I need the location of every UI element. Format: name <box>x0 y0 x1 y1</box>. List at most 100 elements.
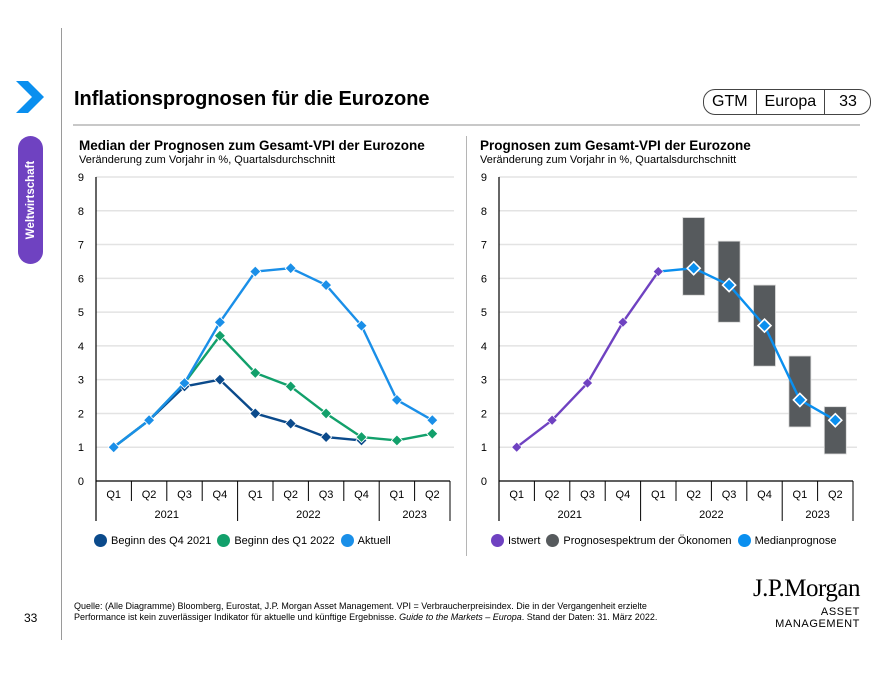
chart1-ytick-label: 3 <box>78 375 84 387</box>
legend-label: Prognosespektrum der Ökonomen <box>563 534 732 547</box>
badge-region: Europa <box>755 90 825 114</box>
legend-item-q1-2022: Beginn des Q1 2022 <box>217 534 335 547</box>
source-italic: Guide to the Markets – Europa <box>399 612 522 622</box>
chart1-data-point <box>249 366 262 379</box>
page-number: 33 <box>24 611 38 625</box>
chart1-xtick-label: Q3 <box>177 489 192 501</box>
chart2-istwert-line <box>515 270 660 449</box>
chart1-data-point <box>213 329 226 342</box>
chart1-xtick-label: Q3 <box>319 489 334 501</box>
jpmorgan-logo: J.P.Morgan ASSET MANAGEMENT <box>738 575 861 631</box>
chart1-data-point <box>390 393 403 406</box>
chart2-ytick-label: 6 <box>481 273 487 285</box>
chart2-year-label: 2022 <box>699 509 723 521</box>
sidebar-divider <box>61 28 62 640</box>
chart2-xtick-label: Q1 <box>509 489 524 501</box>
chart1-xtick-label: Q2 <box>425 489 440 501</box>
chart1-xtick-label: Q4 <box>213 489 228 501</box>
chart2-title: Prognosen zum Gesamt-VPI der Eurozone <box>480 138 751 153</box>
chart1-data-point <box>320 407 333 420</box>
chart1-data-point <box>320 431 333 444</box>
logo-wordmark: J.P.Morgan <box>752 575 861 602</box>
chart1-ytick-label: 7 <box>78 240 84 252</box>
chart1-data-point <box>143 414 156 427</box>
chart1-ytick-label: 0 <box>78 476 84 488</box>
chart1-subtitle: Veränderung zum Vorjahr in %, Quartalsdu… <box>79 154 336 166</box>
section-tab-weltwirtschaft[interactable]: Weltwirtschaft <box>18 136 43 264</box>
chart2-istwert-point <box>582 377 593 389</box>
chart2-ytick-label: 8 <box>481 206 487 218</box>
chart1-data-point <box>284 417 297 430</box>
legend-item-aktuell: Aktuell <box>340 534 391 547</box>
chart1-xtick-label: Q4 <box>354 489 369 501</box>
title-rule <box>73 124 860 126</box>
logo-subtitle: ASSET MANAGEMENT <box>775 606 860 630</box>
chart2-median-point <box>827 412 843 428</box>
chart2-xtick-label: Q3 <box>580 489 595 501</box>
chart1-data-point <box>213 373 226 386</box>
chart2-year-label: 2021 <box>558 509 582 521</box>
legend-label: Istwert <box>508 534 541 547</box>
chart2-ytick-label: 5 <box>481 307 487 319</box>
chart1-xtick-label: Q2 <box>283 489 298 501</box>
chart2-median-point <box>756 317 773 334</box>
chart2-ytick-label: 0 <box>481 476 487 488</box>
legend-dot <box>340 534 354 547</box>
legend-dot <box>546 534 560 547</box>
chart2-xtick-label: Q3 <box>722 489 737 501</box>
chart2-istwert-point <box>652 266 664 278</box>
chart2-forecast-range-bar <box>682 217 706 296</box>
chevron-right-icon[interactable] <box>14 79 46 115</box>
badge-page: 33 <box>824 90 870 114</box>
chart2-median-point <box>792 392 808 408</box>
legend-label: Beginn des Q1 2022 <box>234 534 335 547</box>
chart2-ytick-label: 9 <box>481 172 487 184</box>
chart1-legend: Beginn des Q4 2021 Beginn des Q1 2022 Ak… <box>94 534 397 547</box>
chart1-data-point <box>355 431 368 444</box>
chart2-forecast-range-bar <box>788 355 812 428</box>
chart1-data-point <box>107 441 120 454</box>
legend-dot <box>491 534 504 547</box>
chart2-year-label: 2023 <box>805 509 829 521</box>
chart1-data-point <box>390 434 403 447</box>
source-text: . Stand der Daten: 31. März 2022. <box>521 612 658 622</box>
chart2-ytick-label: 1 <box>481 442 487 454</box>
chart1-ytick-label: 1 <box>78 442 84 454</box>
chart1-data-point <box>249 265 262 278</box>
chart2-ytick-label: 2 <box>481 408 487 420</box>
chart2-ytick-label: 7 <box>481 240 487 252</box>
source-line-2: Performance ist kein zuverlässiger Indik… <box>74 612 714 623</box>
chart2-xtick-label: Q4 <box>757 489 772 501</box>
chart1-year-label: 2021 <box>155 509 179 521</box>
chart2-istwert-point <box>511 441 523 453</box>
source-note: Quelle: (Alle Diagramme) Bloomberg, Euro… <box>74 601 714 623</box>
chart1-data-point <box>320 279 333 292</box>
chart1-data-point <box>355 319 368 332</box>
chart1-ytick-label: 5 <box>78 307 84 319</box>
chart2-subtitle: Veränderung zum Vorjahr in %, Quartalsdu… <box>480 154 737 166</box>
chart2-istwert-point <box>546 414 558 426</box>
chart2-xtick-label: Q4 <box>616 489 631 501</box>
chart1-xtick-label: Q2 <box>142 489 157 501</box>
chart1-data-point <box>284 262 297 275</box>
chart1-year-label: 2022 <box>296 509 320 521</box>
chart1-xtick-label: Q1 <box>106 489 121 501</box>
source-text: Performance ist kein zuverlässiger Indik… <box>74 612 400 622</box>
chart1-title: Median der Prognosen zum Gesamt-VPI der … <box>79 138 425 153</box>
chart1-data-point <box>178 376 191 390</box>
legend-item-prognosespektrum: Prognosespektrum der Ökonomen <box>546 534 732 547</box>
legend-item-medianprognose: Medianprognose <box>737 534 837 547</box>
chart1-data-point <box>426 414 439 427</box>
chart-divider <box>466 136 467 556</box>
legend-dot <box>94 534 107 547</box>
chart2-xtick-label: Q1 <box>793 489 808 501</box>
chart1-xtick-label: Q1 <box>390 489 405 501</box>
legend-label: Aktuell <box>357 534 391 547</box>
chart1-data-point <box>213 316 226 329</box>
chart1-data-point <box>426 427 439 440</box>
legend-item-istwert: Istwert <box>491 534 540 547</box>
chart1-ytick-label: 9 <box>78 172 84 184</box>
chart2-xtick-label: Q1 <box>651 489 666 501</box>
chart1-ytick-label: 6 <box>78 273 84 285</box>
chart1-data-point <box>284 380 297 393</box>
